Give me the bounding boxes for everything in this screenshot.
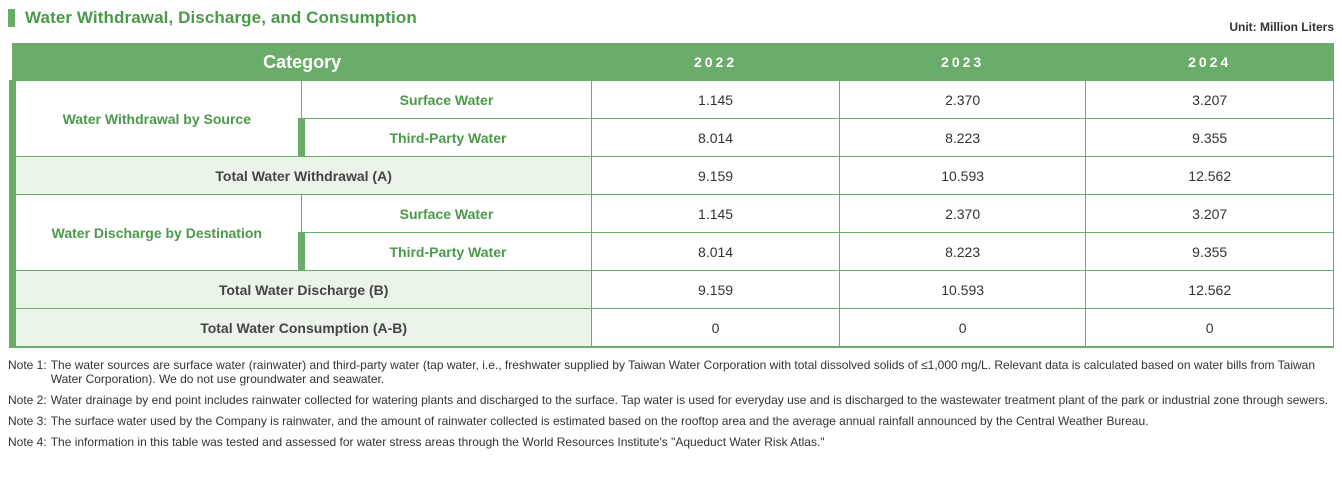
row-label: Surface Water [300,194,593,233]
cell-value: 3.207 [1085,80,1334,119]
total-label: Total Water Consumption (A-B) [8,308,593,348]
row-label: Surface Water [300,80,593,119]
total-label: Total Water Discharge (B) [8,270,593,309]
water-data-table: Category 2022 2023 2024 Water Withdrawal… [8,43,1334,348]
note-item: Note 3: The surface water used by the Co… [8,414,1336,428]
cell-value: 9.159 [591,156,840,195]
row-label: Third-Party Water [297,118,593,157]
cell-value: 10.593 [838,156,1087,195]
cell-value: 9.355 [1085,118,1334,157]
cell-value: 0 [1085,308,1334,348]
note-item: Note 4: The information in this table wa… [8,435,1336,449]
row-label: Third-Party Water [297,232,593,271]
year-header-2023: 2023 [838,43,1087,81]
cell-value: 0 [838,308,1087,348]
table-row-total: Total Water Consumption (A-B) 0 0 0 [8,308,1334,348]
note-text: The water sources are surface water (rai… [50,358,1316,386]
cell-value: 12.562 [1085,156,1334,195]
cell-value: 9.159 [591,270,840,309]
title-marker [8,9,15,27]
cell-value: 9.355 [1085,232,1334,271]
note-label: Note 3: [8,414,47,428]
cell-value: 1.145 [591,80,840,119]
cell-value: 2.370 [838,194,1087,233]
cell-value: 0 [591,308,840,348]
table-row: Third-Party Water 8.014 8.223 9.355 [13,118,1334,157]
year-header-2022: 2022 [591,43,840,81]
note-label: Note 1: [8,358,47,372]
cell-value: 10.593 [838,270,1087,309]
note-label: Note 2: [8,393,47,407]
cell-value: 8.223 [838,232,1087,271]
total-label: Total Water Withdrawal (A) [8,156,593,195]
note-text: Water drainage by end point includes rai… [50,393,1329,407]
cell-value: 8.014 [591,232,840,271]
note-text: The information in this table was tested… [50,435,825,449]
table-row-total: Total Water Discharge (B) 9.159 10.593 1… [8,270,1334,309]
note-item: Note 2: Water drainage by end point incl… [8,393,1336,407]
section-title: Water Withdrawal, Discharge, and Consump… [8,8,417,27]
table-row-total: Total Water Withdrawal (A) 9.159 10.593 … [8,156,1334,195]
note-item: Note 1: The water sources are surface wa… [8,358,1336,386]
cell-value: 8.014 [591,118,840,157]
table-row: Water Withdrawal by Source Surface Water… [9,80,1334,157]
unit-label: Unit: Million Liters [1229,20,1334,34]
note-text: The surface water used by the Company is… [50,414,1149,428]
group-label-discharge: Water Discharge by Destination [9,194,302,271]
page-title: Water Withdrawal, Discharge, and Consump… [25,8,417,27]
year-header-2024: 2024 [1085,43,1334,81]
table-row: Water Discharge by Destination Surface W… [9,194,1334,271]
group-label-withdrawal: Water Withdrawal by Source [9,80,302,157]
category-header: Category [11,43,593,81]
cell-value: 2.370 [838,80,1087,119]
notes-section: Note 1: The water sources are surface wa… [8,358,1336,456]
cell-value: 8.223 [838,118,1087,157]
note-label: Note 4: [8,435,47,449]
table-header-row: Category 2022 2023 2024 [11,43,1334,81]
cell-value: 3.207 [1085,194,1334,233]
table-row: Third-Party Water 8.014 8.223 9.355 [13,232,1334,271]
cell-value: 12.562 [1085,270,1334,309]
cell-value: 1.145 [591,194,840,233]
